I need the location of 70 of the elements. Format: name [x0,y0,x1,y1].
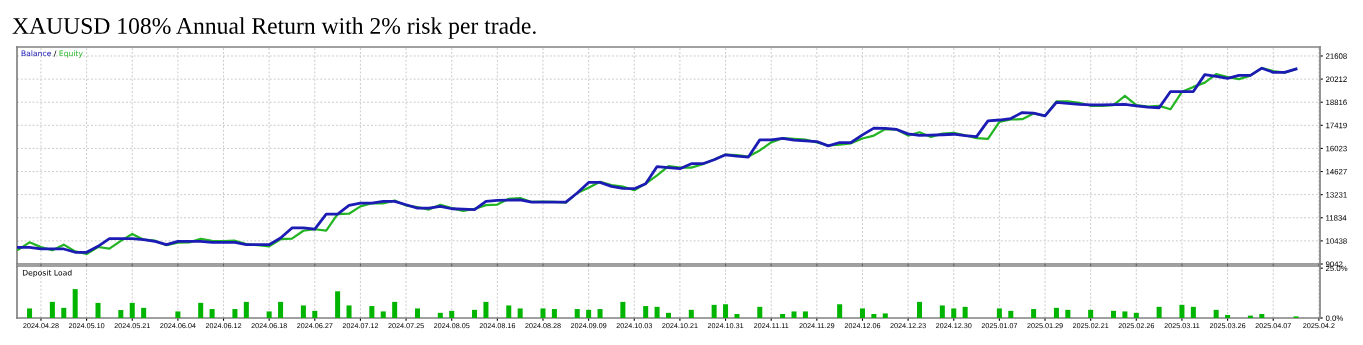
bar [951,308,957,318]
bar [198,302,204,318]
bar [141,307,147,318]
bar [118,310,124,318]
bar [586,309,592,318]
bar [734,314,740,318]
bar [472,309,478,318]
bar [1190,306,1196,318]
bar [1122,311,1128,318]
bar [517,308,523,318]
bar [1156,306,1162,318]
bar [551,309,557,318]
bar [243,301,249,318]
bar [802,311,808,318]
bar [859,308,865,318]
bar [209,309,215,318]
bar [791,311,797,318]
bar [175,311,181,318]
bar [312,310,318,318]
bar [414,308,420,318]
bar [723,304,729,318]
bar [574,309,580,318]
bar [335,291,341,318]
bar [266,311,272,318]
bar [300,305,306,318]
bar [1179,304,1185,318]
bar [665,312,672,318]
bar [1053,307,1059,318]
bar [27,308,33,318]
bar [837,304,843,318]
bar [1088,309,1094,318]
bar [346,305,352,318]
bar [654,306,660,318]
bar [780,314,786,318]
bar [882,313,888,318]
bar [540,308,546,318]
bar [278,301,284,318]
bar [1259,314,1265,318]
bar [1133,312,1139,318]
bar [597,309,603,318]
bar [506,305,512,318]
bar [49,301,55,318]
bar [129,302,135,318]
bar [939,305,945,318]
bar [917,301,923,318]
bar [232,309,238,318]
bar [1110,310,1116,318]
bar [711,304,717,318]
bar [380,311,386,318]
bar [449,310,455,318]
bar [871,314,877,318]
bar [1008,310,1014,318]
bar [757,306,763,318]
bar [620,301,626,318]
bar [437,312,443,318]
bar [996,308,1002,318]
bar [95,302,101,318]
bar [72,289,78,318]
bar [392,301,398,318]
bar [1031,309,1037,318]
bar [369,306,375,318]
chart-title: XAUUSD 108% Annual Return with 2% risk per trade. [12,17,536,39]
bar [643,306,649,318]
bar [1065,309,1071,318]
bar [483,301,489,318]
bar [61,307,67,318]
bar [688,309,694,318]
bar [1225,315,1231,318]
bar [962,306,968,318]
bar [1213,309,1219,318]
